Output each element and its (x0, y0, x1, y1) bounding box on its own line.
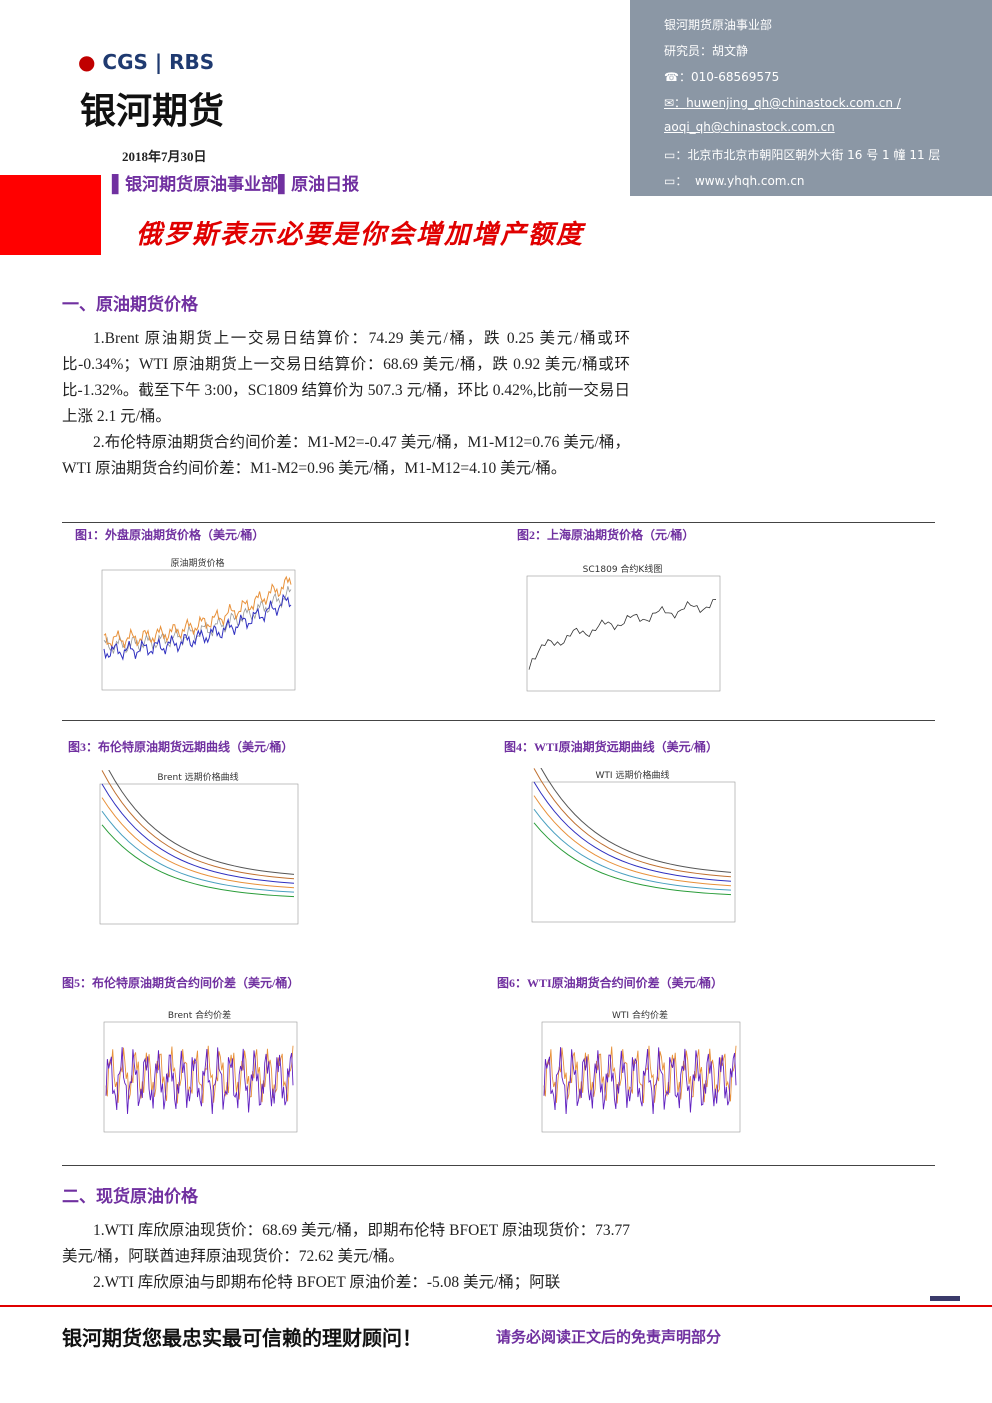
decor-line (103, 575, 292, 649)
report-line: ▌银河期货原油事业部▌原油日报 (112, 175, 360, 195)
figure-title: Brent 远期价格曲线 (157, 771, 238, 783)
rule (62, 522, 935, 523)
decor-line (105, 1045, 294, 1104)
decor-line (533, 768, 732, 878)
plot-frame (526, 575, 721, 692)
figure-thumbnail: Brent 远期价格曲线 (99, 770, 299, 925)
decor-line (528, 599, 717, 670)
disclaimer: 请务必阅读正文后的免责声明部分 (496, 1328, 722, 1346)
website: ▭： www.yhqh.com.cn (664, 174, 805, 188)
decor-line (103, 593, 292, 661)
researcher: 研究员：胡文静 (664, 44, 749, 58)
company: 银河期货 (80, 91, 225, 132)
decor-line (103, 586, 292, 654)
decor-line (101, 810, 295, 893)
contact-department: 银河期货原油事业部 (664, 18, 773, 32)
figure-caption: 图4：WTI原油期货远期曲线（美元/桶） (504, 740, 719, 754)
decor-line (543, 1047, 737, 1114)
decor-line (101, 770, 295, 880)
figure-caption: 图3：布伦特原油期货远期曲线（美元/桶） (68, 740, 294, 754)
department: 银河期货原油事业部 (125, 175, 279, 195)
logo-brand: CGS (102, 50, 148, 74)
plot-frame (541, 1021, 741, 1133)
email-text: huwenjing_qh@chinastock.com.cn / (686, 96, 901, 110)
headline: 俄罗斯表示必要是你会增加增产额度 (136, 220, 585, 249)
plot-frame (99, 783, 299, 925)
decor-line (533, 822, 732, 896)
decor-line (101, 824, 295, 898)
slogan: 银河期货您最忠实最可信赖的理财顾问！ (62, 1326, 422, 1350)
rule (62, 1165, 935, 1166)
decor-line (101, 797, 295, 889)
decor-line (533, 781, 732, 882)
figure-title: WTI 合约价差 (612, 1009, 668, 1021)
figure-thumbnail: WTI 远期价格曲线 (531, 768, 736, 923)
contact-box: 银河期货原油事业部 研究员：胡文静 ☎：010-68569575 ✉：huwen… (630, 0, 992, 196)
figure-caption: 图2：上海原油期货价格（元/桶） (517, 528, 695, 542)
rule (62, 720, 935, 721)
plot-frame (531, 781, 736, 923)
figure-thumbnail: Brent 合约价差 (103, 1009, 298, 1133)
plot-frame (101, 569, 296, 691)
decor-line (543, 1045, 737, 1104)
decor-line (533, 808, 732, 891)
logo-partner: RBS (169, 50, 215, 74)
logo: ● CGS | RBS (78, 50, 215, 74)
address-text: 北京市北京市朝阳区朝外大街 16 号 1 幢 11 层 (687, 148, 941, 162)
figure-caption: 图6：WTI原油期货合约间价差（美元/桶） (497, 976, 724, 990)
decor-line (533, 795, 732, 887)
email-2: aoqi_qh@chinastock.com.cn (664, 120, 835, 134)
footer-rule (0, 1305, 992, 1307)
figure-caption: 图1：外盘原油期货价格（美元/桶） (75, 528, 265, 542)
decor-line (105, 1047, 294, 1114)
figure-thumbnail: 原油期货价格 (101, 557, 296, 691)
section-heading: 一、原油期货价格 (62, 295, 198, 314)
report: 原油日报 (291, 175, 360, 195)
date: 2018年7月30日 (122, 149, 207, 164)
section-heading: 二、现货原油价格 (62, 1187, 198, 1206)
paragraph: 1.WTI 库欣原油现货价：68.69 美元/桶，即期布伦特 BFOET 原油现… (62, 1222, 630, 1265)
figure-caption: 图5：布伦特原油期货合约间价差（美元/桶） (62, 976, 300, 990)
footer-mark (930, 1296, 960, 1301)
paragraph: 2.布伦特原油期货合约间价差：M1-M2=-0.47 美元/桶，M1-M12=0… (62, 434, 630, 477)
decor-line (108, 770, 295, 875)
plot-frame (103, 1021, 298, 1133)
figure-title: SC1809 合约K线图 (583, 563, 663, 575)
paragraph: 2.WTI 库欣原油与即期布伦特 BFOET 原油价差：-5.08 美元/桶；阿… (93, 1274, 561, 1291)
email-1: ✉：huwenjing_qh@chinastock.com.cn / (664, 96, 901, 110)
website-text: www.yhqh.com.cn (694, 174, 805, 188)
figure-title: WTI 远期价格曲线 (596, 769, 670, 781)
figure-title: Brent 合约价差 (168, 1009, 231, 1021)
figure-thumbnail: WTI 合约价差 (541, 1009, 741, 1133)
phone: ☎：010-68569575 (664, 70, 780, 84)
address: ▭：北京市北京市朝阳区朝外大街 16 号 1 幢 11 层 (664, 148, 941, 162)
figure-thumbnail: SC1809 合约K线图 (526, 563, 721, 692)
phone-number: 010-68569575 (690, 70, 780, 84)
decor-line (540, 768, 732, 873)
figure-title: 原油期货价格 (170, 557, 224, 569)
red-block (0, 175, 101, 255)
paragraph: 1.Brent 原油期货上一交易日结算价：74.29 美元/桶，跌 0.25 美… (62, 330, 630, 425)
decor-line (101, 783, 295, 884)
